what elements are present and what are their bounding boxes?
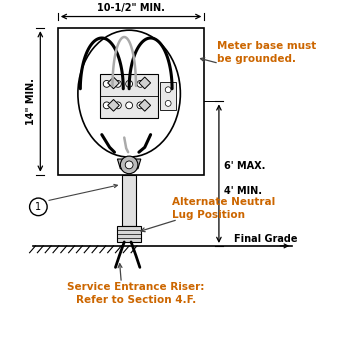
Text: 4' MIN.: 4' MIN. — [224, 186, 262, 196]
Text: Alternate Neutral
Lug Position: Alternate Neutral Lug Position — [172, 197, 275, 220]
Circle shape — [126, 102, 133, 109]
Circle shape — [114, 81, 121, 87]
Bar — [58, 28, 204, 175]
Circle shape — [126, 81, 133, 87]
Text: 6' MAX.: 6' MAX. — [224, 162, 265, 171]
Polygon shape — [139, 100, 150, 111]
Bar — [117, 226, 141, 242]
Bar — [100, 74, 159, 118]
Circle shape — [30, 198, 47, 216]
Bar — [122, 175, 136, 226]
Text: 14" MIN.: 14" MIN. — [26, 78, 36, 125]
Polygon shape — [117, 159, 141, 169]
Circle shape — [125, 161, 133, 169]
Polygon shape — [108, 100, 119, 111]
Text: 10-1/2" MIN.: 10-1/2" MIN. — [97, 3, 165, 13]
Text: Meter base must
be grounded.: Meter base must be grounded. — [217, 41, 316, 64]
Text: 1: 1 — [35, 202, 41, 212]
Circle shape — [103, 81, 110, 87]
Circle shape — [114, 102, 121, 109]
Circle shape — [103, 102, 110, 109]
Bar — [160, 82, 176, 110]
Polygon shape — [139, 77, 150, 89]
Circle shape — [137, 81, 144, 87]
Circle shape — [165, 100, 171, 106]
Text: Final Grade: Final Grade — [233, 234, 297, 244]
Text: Service Entrance Riser:
Refer to Section 4.F.: Service Entrance Riser: Refer to Section… — [67, 282, 205, 305]
Polygon shape — [108, 77, 119, 89]
Circle shape — [137, 102, 144, 109]
Circle shape — [165, 87, 171, 93]
Circle shape — [120, 156, 138, 174]
